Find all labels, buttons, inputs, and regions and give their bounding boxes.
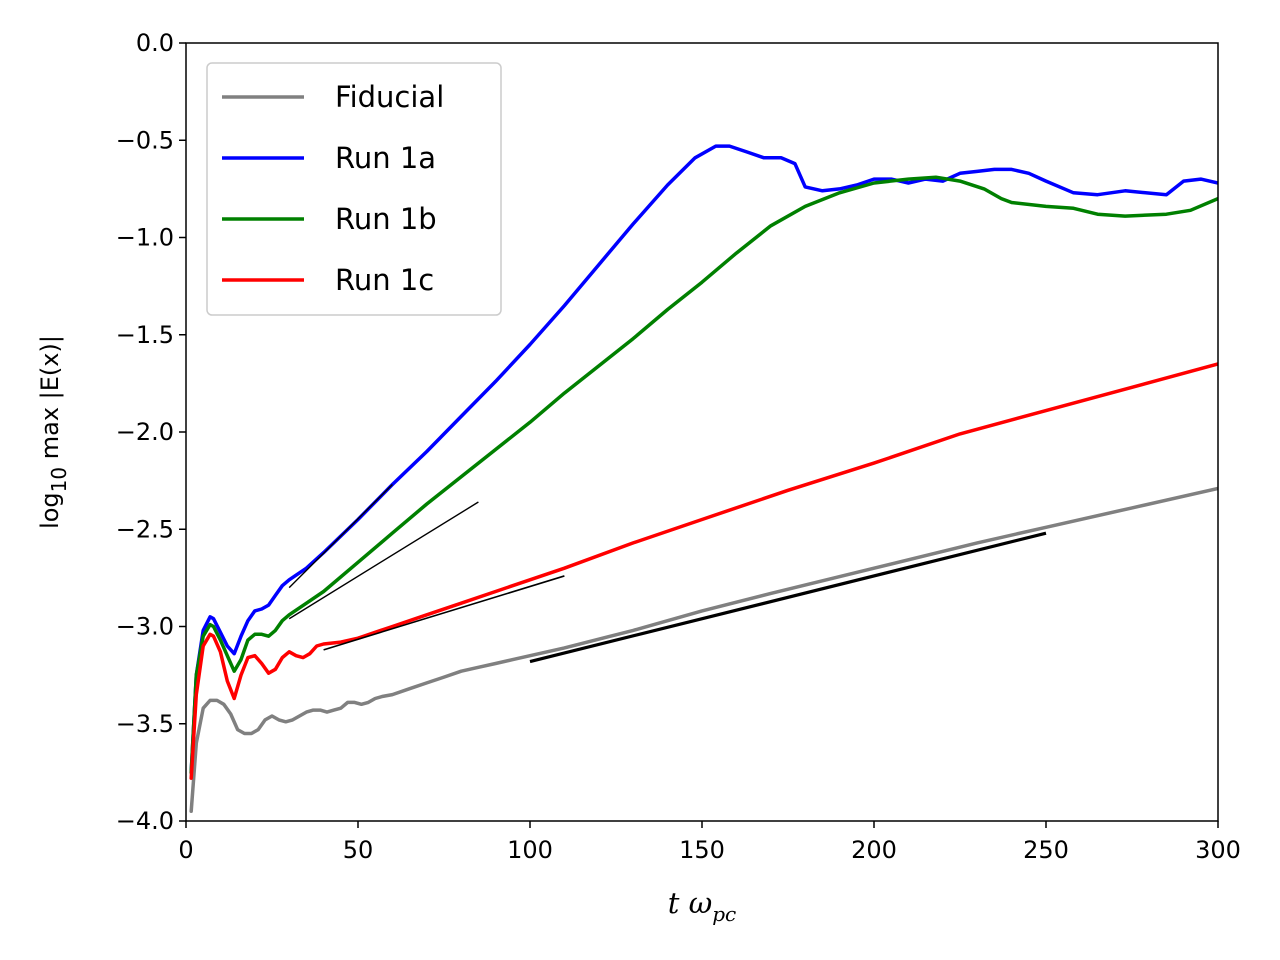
series-line-run-1c [189,362,1218,780]
y-tick-label: −4.0 [116,807,174,835]
x-tick-label: 200 [851,836,897,864]
y-tick-label: −1.5 [116,321,174,349]
fit-line [288,501,479,620]
y-tick-label: −2.5 [116,515,174,543]
x-tick-label: 50 [343,836,374,864]
y-tick-label: 0.0 [136,29,174,57]
legend-box [206,62,502,316]
series-line-run-1b [189,175,1218,775]
y-axis: 0.0 −0.5 −1.0 −1.5 −2.0 −2.5 −3.0 −3.5 −4.0 [116,29,186,835]
series-line-run-1a [189,144,1218,775]
x-axis-label: t ωpc [668,886,737,926]
series-line-fiducial [189,486,1218,814]
fit-line [323,575,565,651]
series-layer [189,144,1218,814]
plot-area [189,144,1218,814]
x-tick-label: 150 [679,836,725,864]
fit-line [288,484,393,589]
legend-label: Run 1a [335,141,436,175]
x-tick-label: 0 [178,836,193,864]
x-tick-label: 250 [1023,836,1069,864]
y-tick-label: −3.5 [116,710,174,738]
x-axis: 0 50 100 150 200 250 300 [178,821,1241,864]
y-tick-label: −2.0 [116,418,174,446]
y-tick-label: −3.0 [116,613,174,641]
legend-label: Run 1c [335,263,434,297]
y-tick-label: −0.5 [116,126,174,154]
fit-lines-layer [288,484,1047,664]
legend: Fiducial Run 1a Run 1b Run 1c [206,62,502,316]
x-tick-label: 300 [1195,836,1241,864]
legend-label: Run 1b [335,202,437,236]
fit-line [529,531,1047,664]
legend-label: Fiducial [335,80,444,114]
y-tick-label: −1.0 [116,224,174,252]
x-tick-label: 100 [507,836,553,864]
y-axis-label: log10 max |E(x)| [36,335,71,529]
